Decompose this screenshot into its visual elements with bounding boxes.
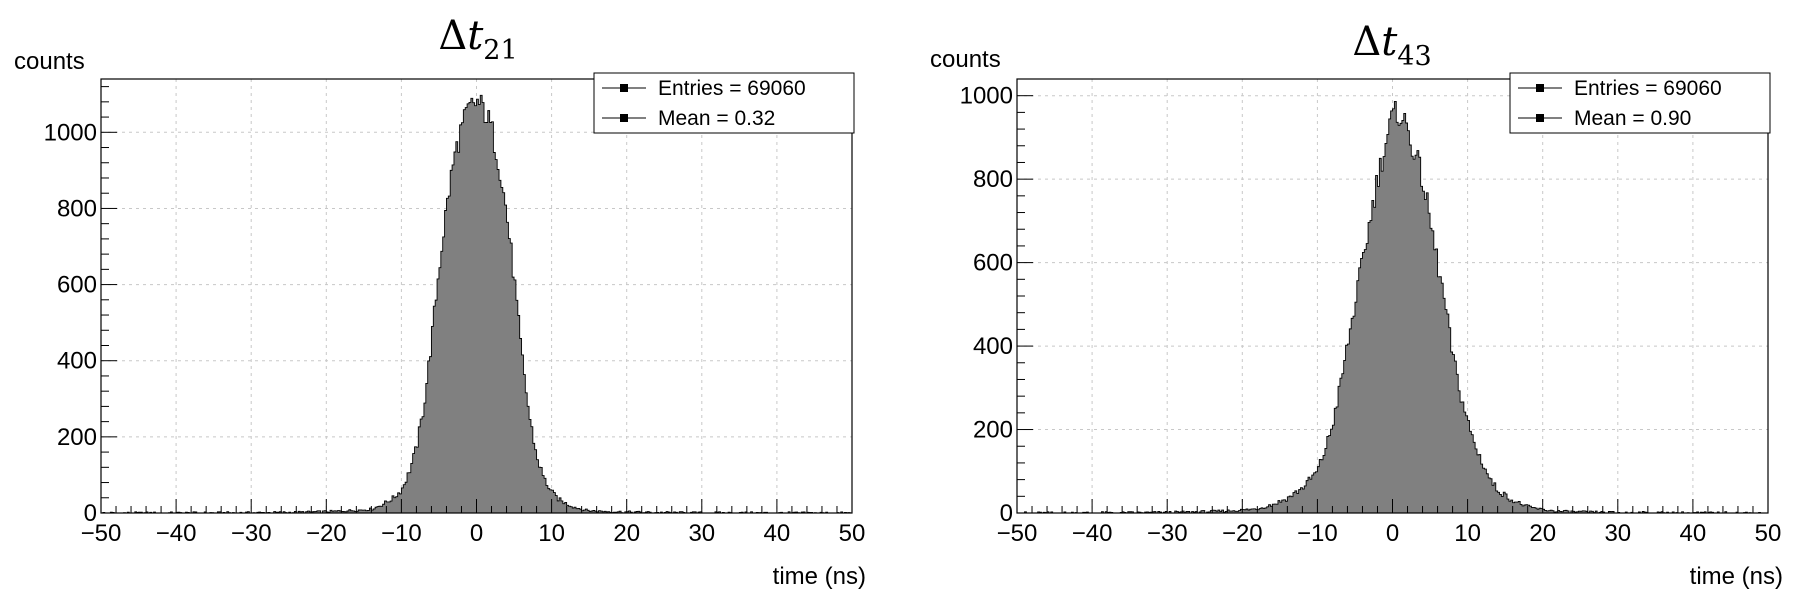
x-tick-label: −10 (1297, 520, 1338, 547)
x-tick-label: −30 (1147, 520, 1188, 547)
legend-entries: Entries = 69060 (658, 77, 806, 100)
legend: Entries = 69060 Mean = 0.32 (593, 72, 855, 134)
y-tick-labels: 0 200 400 600 800 1000 (960, 83, 1013, 527)
title-symbol: Δ (1352, 19, 1381, 65)
x-tick-label: 40 (764, 520, 791, 547)
x-tick-label: −50 (81, 520, 122, 547)
histogram-bars (1017, 100, 1768, 514)
x-tick-label: −40 (156, 520, 197, 547)
y-tick-label: 800 (973, 166, 1013, 193)
x-tick-label: 20 (613, 520, 640, 547)
x-tick-label: −20 (1222, 520, 1263, 547)
y-tick-label: 1000 (44, 119, 97, 146)
y-tick-label: 400 (973, 333, 1013, 360)
x-tick-label: 50 (839, 520, 866, 547)
histogram-area (1017, 100, 1768, 514)
x-tick-label: −30 (231, 520, 272, 547)
histogram-bars (101, 94, 852, 514)
legend: Entries = 69060 Mean = 0.90 (1509, 72, 1771, 134)
histogram-dt43: −50 −40 −30 −20 −10 0 10 20 30 40 50 0 200 400 600 800… (930, 19, 1783, 590)
y-axis-label: counts (14, 48, 85, 75)
legend-marker (1536, 114, 1544, 122)
x-tick-labels: −50 −40 −30 −20 −10 0 10 20 30 40 50 (997, 520, 1782, 547)
y-tick-label: 200 (57, 424, 97, 451)
y-tick-labels: 0 200 400 600 800 1000 (44, 119, 97, 527)
legend-entries: Entries = 69060 (1574, 77, 1722, 100)
legend-marker (1536, 84, 1544, 92)
x-tick-label: 0 (470, 520, 483, 547)
x-tick-label: 50 (1755, 520, 1782, 547)
axis-ticks (1016, 78, 1769, 514)
legend-box (593, 72, 855, 134)
chart-title: Δt21 (438, 13, 517, 66)
legend-markers (602, 84, 646, 122)
x-tick-label: 0 (1386, 520, 1399, 547)
x-tick-label: −40 (1072, 520, 1113, 547)
x-tick-label: 30 (1604, 520, 1631, 547)
y-tick-label: 200 (973, 417, 1013, 444)
y-axis-label: counts (930, 46, 1001, 73)
legend-mean: Mean = 0.32 (658, 107, 775, 130)
y-tick-label: 0 (84, 500, 97, 527)
x-tick-label: −20 (306, 520, 347, 547)
legend-markers (1518, 84, 1562, 122)
axis-ticks (100, 86, 853, 514)
legend-mean: Mean = 0.90 (1574, 107, 1691, 130)
x-tick-label: −10 (381, 520, 422, 547)
title-symbol: Δ (438, 13, 467, 59)
title-subscript: 21 (483, 35, 517, 66)
x-tick-labels: −50 −40 −30 −20 −10 0 10 20 30 40 50 (81, 520, 866, 547)
y-tick-label: 0 (1000, 500, 1013, 527)
x-tick-label: 40 (1680, 520, 1707, 547)
title-subscript: 43 (1397, 41, 1431, 72)
chart-title: Δt43 (1352, 19, 1431, 72)
histogram-dt21: −50 −40 −30 −20 −10 0 10 20 30 40 50 0 200 400 600 800… (14, 13, 866, 590)
title-variable: t (1381, 19, 1398, 65)
x-tick-label: 10 (538, 520, 565, 547)
y-tick-label: 1000 (960, 83, 1013, 110)
histogram-area (101, 94, 852, 514)
x-axis-label: time (ns) (1690, 563, 1783, 590)
y-tick-label: 400 (57, 348, 97, 375)
y-tick-label: 600 (57, 272, 97, 299)
legend-marker (620, 114, 628, 122)
legend-marker (620, 84, 628, 92)
title-variable: t (467, 13, 484, 59)
x-tick-label: 20 (1529, 520, 1556, 547)
x-axis-label: time (ns) (773, 563, 866, 590)
y-tick-label: 800 (57, 195, 97, 222)
x-tick-label: 10 (1454, 520, 1481, 547)
legend-box (1509, 72, 1771, 134)
x-tick-label: 30 (688, 520, 715, 547)
y-tick-label: 600 (973, 250, 1013, 277)
x-tick-label: −50 (997, 520, 1038, 547)
